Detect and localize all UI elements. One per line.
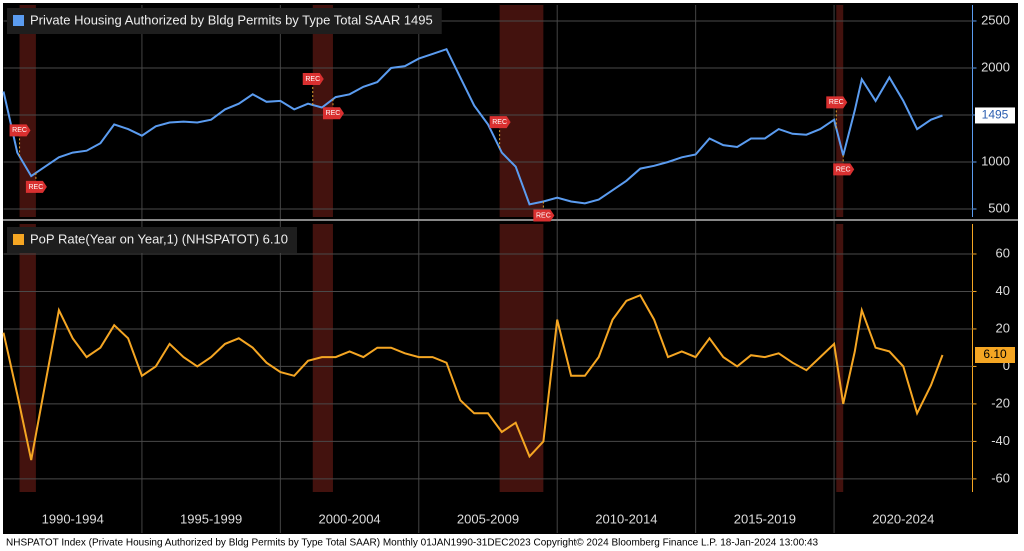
x-tick-label: 2000-2004 [318,511,380,526]
y-tick-label: 2500 [981,12,1010,27]
last-value-label: 6.10 [983,347,1007,361]
rec-label: REC [29,184,44,191]
x-tick-label: 2015-2019 [734,511,796,526]
series-line [2,47,943,206]
rec-marker [826,96,848,109]
rec-label: REC [305,76,320,83]
x-tick-label: 2010-2014 [595,511,657,526]
series-line [2,293,944,461]
x-tick-label: 2020-2024 [872,511,934,526]
rec-marker [25,180,47,193]
legend-label: PoP Rate(Year on Year,1) (NHSPATOT) 6.10 [30,231,288,246]
y-tick-label: -60 [991,470,1010,485]
legend-box [7,227,297,253]
x-tick-label: 1995-1999 [180,511,242,526]
recession-band [836,224,844,492]
rec-label: REC [536,212,551,219]
rec-label: REC [836,166,851,173]
last-value-box [975,107,1015,124]
rec-label: REC [12,127,27,134]
rec-label: REC [492,119,507,126]
recession-band [836,5,844,217]
recession-band [499,224,544,492]
rec-marker [9,124,31,137]
y-tick-label: 40 [996,283,1010,298]
y-tick-label: -20 [991,395,1010,410]
x-tick-label: 2005-2009 [457,511,519,526]
rec-marker [302,72,324,85]
y-tick-label: 500 [988,200,1010,215]
rec-marker [489,116,511,129]
legend-box [7,8,442,34]
y-tick-label: 0 [1003,358,1010,373]
legend-swatch [13,234,24,245]
rec-label: REC [326,110,341,117]
last-value-label: 1495 [982,108,1009,122]
recession-band [312,5,333,217]
x-tick-label: 1990-1994 [42,511,104,526]
y-tick-label: 1000 [981,153,1010,168]
rec-marker [322,107,344,120]
y-tick-label: -40 [991,433,1010,448]
legend-swatch [13,15,24,26]
rec-marker [533,209,555,222]
y-tick-label: 60 [996,245,1010,260]
rec-label: REC [829,99,844,106]
y-tick-label: 2000 [981,59,1010,74]
y-tick-label: 20 [996,320,1010,335]
last-value-box [975,347,1015,364]
legend-label: Private Housing Authorized by Bldg Permi… [30,12,433,27]
rec-marker [833,163,855,176]
footer: NHSPATOT Index (Private Housing Authoriz… [6,538,819,549]
